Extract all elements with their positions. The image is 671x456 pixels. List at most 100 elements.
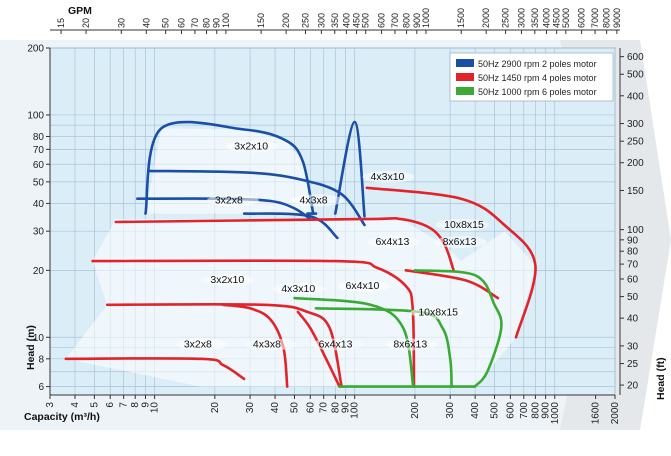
x-tick-label: 20 [210,402,221,414]
legend-swatch [456,59,474,67]
curve-label-halo [337,279,390,292]
x-tick-label: 900 [541,402,552,419]
x-tick-label: 3 [45,402,56,408]
ft-tick-label: 400 [627,91,644,102]
x-tick-label: 30 [245,402,256,414]
ft-tick-label: 70 [627,260,639,271]
gpm-tick-label: 600 [377,13,387,28]
ft-tick-label: 20 [627,381,639,392]
gpm-tick-label: 60 [177,18,187,28]
x-tick-label: 70 [319,402,330,414]
y-tick-label: 10 [33,333,45,344]
y-axis-title-left: Head (m) [25,325,37,370]
gpm-tick-label: 80 [202,18,212,28]
x-tick-label: 200 [410,402,421,419]
curve-label-halo [175,338,228,351]
legend: 50Hz 2900 rpm 2 poles motor 50Hz 1450 rpm… [449,52,614,102]
gpm-tick-label: 900 [412,13,422,28]
gpm-tick-label: 1500 [456,8,466,28]
pump-curve [404,269,500,300]
x-tick-label: 50 [289,402,300,414]
pump-curve [242,212,339,240]
x-tick-label: 7 [119,402,130,408]
gpm-tick-label: 15 [56,18,66,28]
ft-tick-label: 50 [627,292,639,303]
ft-tick-label: 300 [627,119,644,130]
gpm-tick-label: 3500 [530,8,540,28]
gpm-tick-label: 9000 [612,8,622,28]
curve-label: 4x3x10 [371,171,405,183]
curve-label-halo [367,236,420,249]
ft-tick-label: 100 [627,225,644,236]
curve-label: 4x3x8 [300,194,328,206]
gpm-tick-label: 2500 [501,8,511,28]
gpm-tick-label: 90 [212,18,222,28]
pump-curve [91,259,416,388]
gpm-tick-label: 150 [256,13,266,28]
curve-label: 3x2x10 [234,140,268,152]
y-tick-label: 80 [33,132,45,143]
gpm-tick-label: 500 [361,13,371,28]
x-tick-label: 1600 [591,402,602,425]
curve-label: 3x2x8 [215,194,243,206]
pump-curve [365,186,537,339]
gpm-tick-label: 6000 [577,8,587,28]
y-tick-label: 6 [38,382,44,393]
gpm-tick-label: 4500 [552,8,562,28]
gpm-tick-label: 7000 [590,8,600,28]
x-tick-label: 80 [330,402,341,414]
x-tick-label: 300 [445,402,456,419]
gpm-tick-label: 8000 [602,8,612,28]
curve-labels-layer: 3x2x10 4x3x10 3x2x8 4x3x8 10x8x15 6x4x13 8x6x1… [175,140,489,351]
y-tick-label: 200 [27,44,44,55]
ft-tick-label: 80 [627,247,639,258]
gpm-tick-label: 100 [221,13,231,28]
y-tick-label: 60 [33,160,45,171]
gpm-tick-label: 20 [81,18,91,28]
curve-label: 8x6x13 [393,338,427,350]
curve-label: 8x6x13 [443,236,477,248]
y-tick-label: 70 [33,145,45,156]
curve-label-halo [202,274,255,287]
y-tick-label: 100 [27,110,44,121]
legend-box [449,52,614,102]
curve-label-halo [434,236,487,249]
x-axis-title: Capacity (m³/h) [24,411,100,423]
gpm-tick-label: 450 [352,13,362,28]
gpm-tick-label: 50 [161,18,171,28]
gpm-tick-label: 250 [301,13,311,28]
pump-curve [334,120,366,218]
curve-label-halo [244,338,297,351]
curve-label-halo [226,140,279,153]
x-tick-label: 100 [350,402,361,419]
y-axis-title-right: Head (ft) [655,357,667,400]
x-tick-label: 10 [150,402,161,414]
gpm-tick-label: 800 [402,13,412,28]
gpm-tick-label: 40 [141,18,151,28]
ft-tick-label: 90 [627,235,639,246]
pump-curve [147,169,366,227]
ft-tick-label: 600 [627,52,644,63]
pump-curve [144,120,315,215]
x-tick-label: 60 [305,402,316,414]
pump-curve [413,269,503,388]
pump-curve [314,307,453,388]
gpm-tick-label: 400 [341,13,351,28]
curve-label-halo [436,219,489,232]
curve-label: 3x2x10 [210,274,244,286]
curve-label: 4x3x10 [281,283,315,295]
legend-swatch [456,87,474,95]
x-tick-label: 600 [505,402,516,419]
x-tick-label: 90 [341,402,352,414]
curve-label: 10x8x15 [444,219,484,231]
curve-label: 6x4x10 [346,280,380,292]
x-tick-label: 800 [530,402,541,419]
y-tick-label: 8 [38,354,44,365]
ft-tick-label: 60 [627,274,639,285]
gpm-tick-label: 350 [330,13,340,28]
curve-label-halo [310,338,363,351]
ft-tick-label: 200 [627,158,644,169]
gpm-tick-label: 3000 [516,8,526,28]
